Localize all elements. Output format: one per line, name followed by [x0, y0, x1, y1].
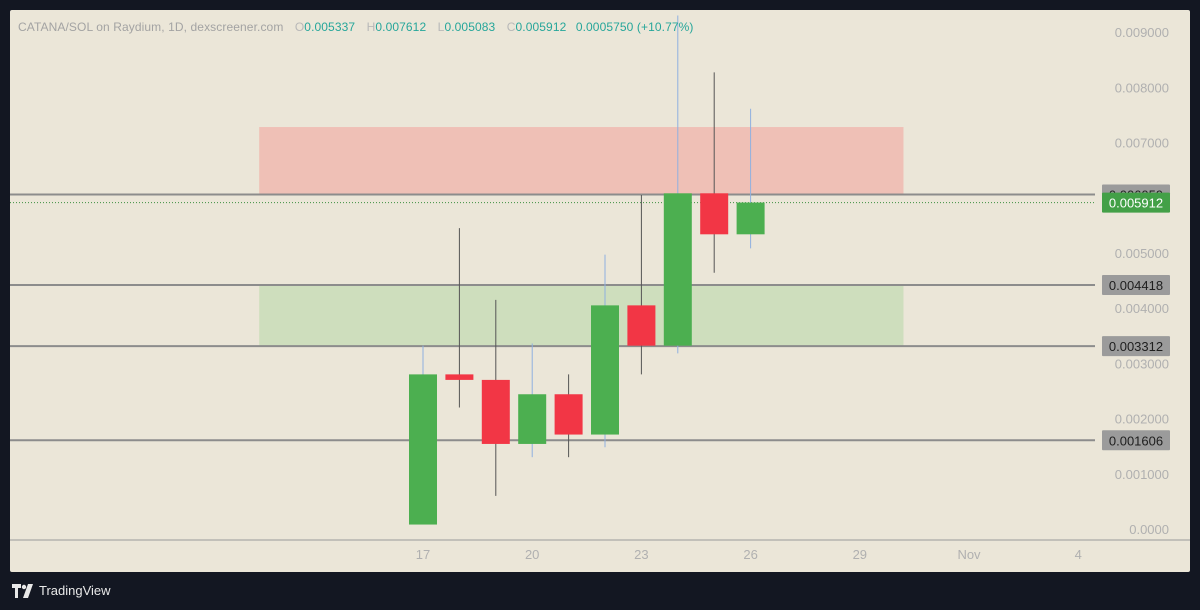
y-tick-label: 0.003000: [1115, 356, 1169, 371]
y-tick-label: 0.009000: [1115, 25, 1169, 40]
x-tick-label: 26: [743, 547, 757, 562]
x-tick-label: Nov: [957, 547, 981, 562]
level-label: 0.003312: [1109, 339, 1163, 354]
y-tick-label: 0.007000: [1115, 136, 1169, 151]
x-tick-label: 29: [853, 547, 867, 562]
candle-body-down: [700, 193, 729, 235]
candle-body-down: [445, 374, 474, 380]
y-tick-label: 0.004000: [1115, 301, 1169, 316]
candle-body-up: [518, 394, 547, 444]
y-tick-label: 0.005000: [1115, 246, 1169, 261]
chart-panel[interactable]: 17 20 23 26 29 Nov 4 0.0000 0.001000 0.002000 0.00…: [10, 10, 1190, 572]
chart-legend: CATANA/SOL on Raydium, 1D, dexscreener.c…: [18, 20, 694, 34]
x-tick-label: 17: [416, 547, 430, 562]
last-price-label: 0.005912: [1109, 196, 1163, 211]
candle-body-up: [736, 202, 765, 235]
x-tick-label: 20: [525, 547, 539, 562]
tradingview-logo[interactable]: TradingView: [12, 583, 111, 598]
candle-body-down: [481, 379, 510, 444]
candle-body-down: [554, 394, 583, 435]
legend-pair: CATANA/SOL on Raydium, 1D, dexscreener.c…: [18, 20, 284, 34]
level-label-box: [1102, 275, 1170, 296]
x-tick-label: 23: [634, 547, 648, 562]
y-tick-label: 0.001000: [1115, 467, 1169, 482]
y-tick-label: 0.008000: [1115, 80, 1169, 95]
level-label: 0.001606: [1109, 433, 1163, 448]
footer-bar: TradingView: [0, 572, 1200, 610]
candle-body-up: [591, 305, 619, 435]
candle-body-up: [409, 374, 437, 525]
level-label-box: [1102, 336, 1170, 357]
y-tick-label: 0.002000: [1115, 412, 1169, 427]
level-label-box: [1102, 430, 1170, 451]
resistance-zone: [259, 127, 904, 195]
legend-low-key: L: [437, 20, 445, 34]
legend-change: 0.0005750 (+10.77%): [575, 20, 694, 34]
last-price-label-box: [1102, 192, 1170, 213]
tradingview-logo-icon: [12, 583, 33, 598]
candle-body-up: [663, 193, 692, 346]
legend-open: 0.005337: [304, 20, 356, 34]
legend-close-key: C: [506, 20, 516, 34]
legend-high-key: H: [366, 20, 376, 34]
candlestick-chart[interactable]: 17 20 23 26 29 Nov 4 0.0000 0.001000 0.002000 0.00…: [10, 10, 1190, 572]
legend-open-key: O: [294, 20, 305, 34]
support-zone: [259, 284, 904, 347]
legend-high: 0.007612: [375, 20, 427, 34]
x-tick-label: 4: [1075, 547, 1082, 562]
y-tick-label: 0.0000: [1129, 522, 1169, 537]
level-label: 0.004418: [1109, 278, 1163, 293]
legend-low: 0.005083: [444, 20, 496, 34]
tradingview-brand: TradingView: [39, 583, 111, 598]
legend-close: 0.005912: [515, 20, 567, 34]
candle-body-down: [627, 305, 656, 346]
